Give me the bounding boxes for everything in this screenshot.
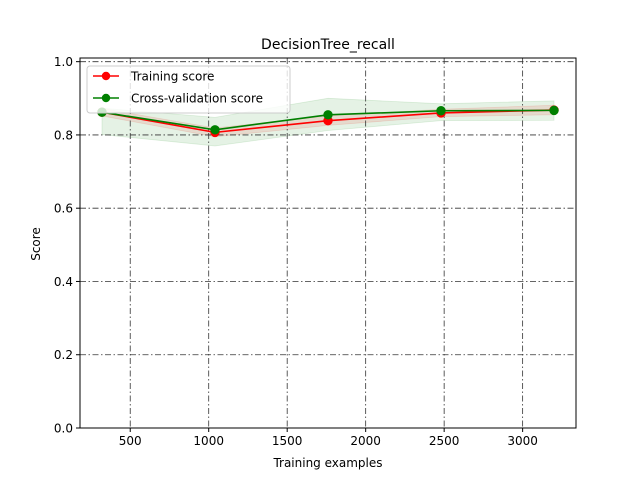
legend-box [86,65,291,114]
data-point-cross-validation [210,125,220,135]
x-axis-label: Training examples [272,456,382,470]
data-point-cross-validation [549,105,559,116]
y-tick-label: 1.0 [54,55,73,69]
x-tick-label: 1000 [193,434,224,448]
y-tick-label: 0.8 [54,128,73,142]
y-tick-label: 0.0 [54,422,73,436]
legend: Training score Cross-validation score [86,65,291,114]
x-tick-label: 2500 [429,434,460,448]
x-tick-label: 1500 [272,434,303,448]
axes-frame [79,57,577,429]
legend-marker-training [101,71,111,81]
data-point-cross-validation [436,106,446,116]
legend-label-cross-validation: Cross-validation score [131,92,263,106]
x-tick-label: 500 [119,434,142,448]
y-axis-ticks: 0.0 0.2 0.4 0.6 0.8 1.0 [54,55,80,436]
data-point-cross-validation [323,110,333,120]
legend-label-training: Training score [130,70,214,84]
y-axis-label: Score [29,227,43,261]
y-tick-label: 0.6 [54,202,73,216]
y-tick-label: 0.2 [54,348,73,362]
x-axis-ticks: 500 1000 1500 2000 2500 3000 [119,428,538,448]
x-tick-label: 3000 [507,434,538,448]
plot-area [79,57,577,429]
x-tick-label: 2000 [350,434,381,448]
y-tick-label: 0.4 [54,275,73,289]
legend-marker-cross-validation [101,93,111,103]
chart-title: DecisionTree_recall [261,37,395,53]
